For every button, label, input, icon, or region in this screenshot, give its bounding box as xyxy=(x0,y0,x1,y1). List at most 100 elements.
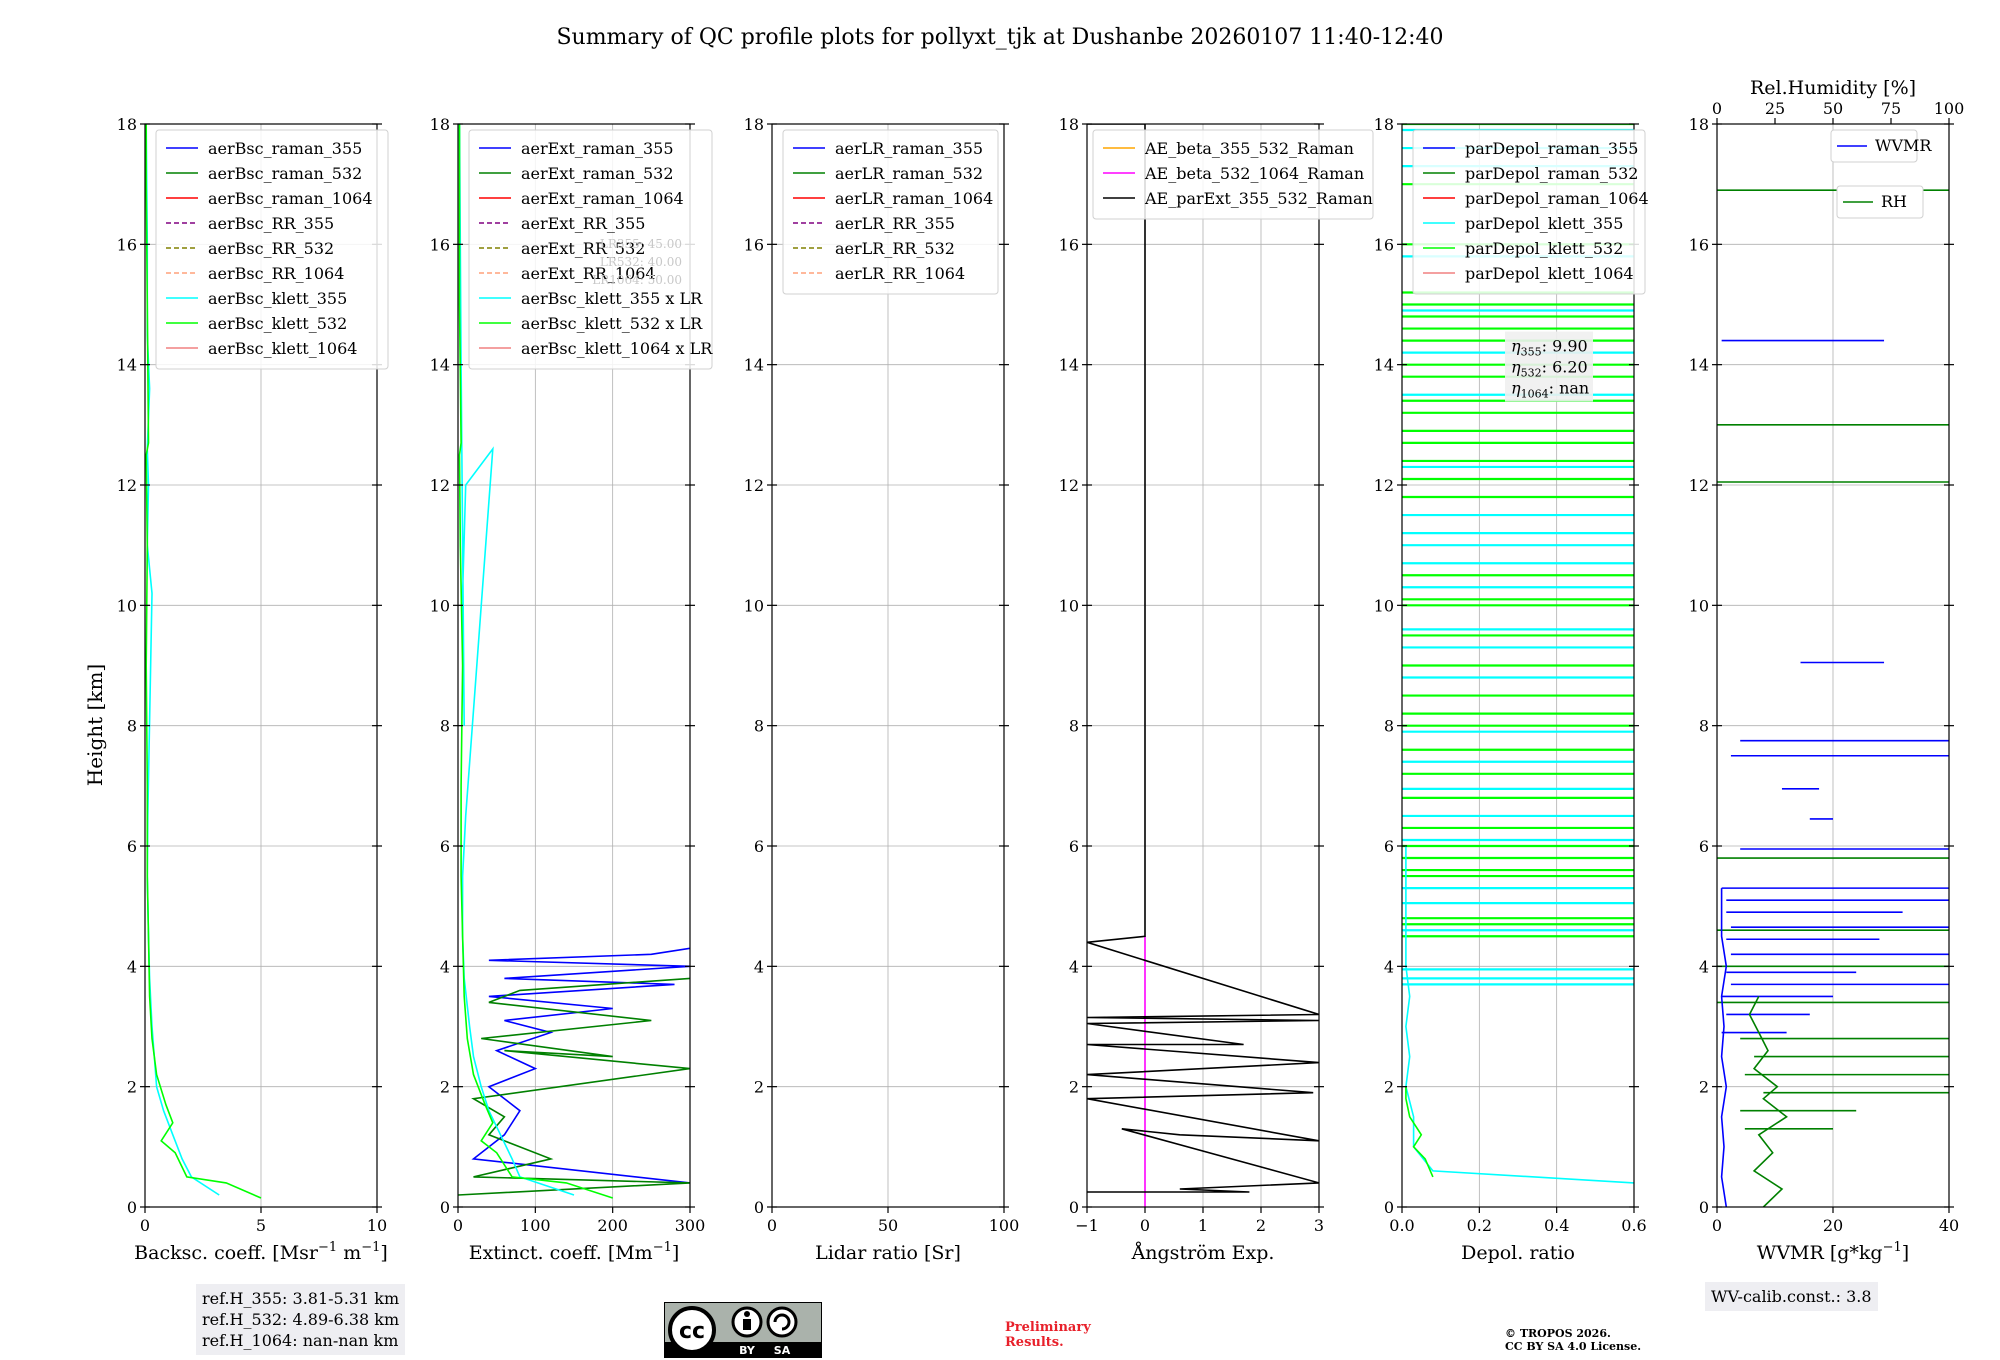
legend-label: parDepol_raman_355 xyxy=(1465,139,1638,158)
y-tick-label: 18 xyxy=(430,115,450,134)
legend-lr: aerLR_raman_355 aerLR_raman_532 aerLR_rama… xyxy=(782,129,999,295)
x-label-part: ] xyxy=(380,1242,387,1264)
series-aerExt_raman_355 xyxy=(471,947,690,1184)
x-tick-label: 0.0 xyxy=(1389,1216,1414,1235)
series-RH xyxy=(1748,996,1788,1207)
x-tick-label: 2 xyxy=(1256,1216,1266,1235)
x-tick-label: 200 xyxy=(597,1216,628,1235)
series-parDepol_klett_355 xyxy=(1405,846,1634,1184)
legend-label: aerBsc_raman_355 xyxy=(208,139,362,158)
x-tick-label: 100 xyxy=(989,1216,1020,1235)
legend-label: aerBsc_raman_1064 xyxy=(208,189,373,208)
y-tick-label: 16 xyxy=(117,235,137,254)
y-tick-label: 2 xyxy=(1699,1078,1709,1097)
x-tick-label: 10 xyxy=(367,1216,387,1235)
y-tick-label: 18 xyxy=(1374,115,1394,134)
cc-by-sa-license-badge[interactable]: cc BY SA xyxy=(664,1302,822,1358)
eta-box xyxy=(1505,331,1593,402)
x-label-sup: −1 xyxy=(1883,1240,1902,1255)
x-label-part: Ångström Exp. xyxy=(1131,1242,1275,1264)
y-tick-label: 8 xyxy=(127,717,137,736)
cc-icon xyxy=(668,1306,716,1354)
eta-value: η532: 6.20 xyxy=(1511,358,1588,380)
y-tick-label: 0 xyxy=(1384,1198,1394,1217)
copyright-line-2: CC BY SA 4.0 License. xyxy=(1505,1340,1642,1353)
x-axis-label-ae: Ångström Exp. xyxy=(1131,1242,1275,1264)
y-tick-label: 10 xyxy=(117,596,137,615)
series-aerBsc_klett_532 x LR xyxy=(458,124,613,1199)
top-x-tick-label: 50 xyxy=(1823,99,1843,118)
y-tick-label: 4 xyxy=(1069,957,1079,976)
legend-label: aerBsc_klett_532 x LR xyxy=(521,314,703,333)
rh-axis-label: Rel.Humidity [%] xyxy=(1750,77,1916,99)
y-axis-label: Height [km] xyxy=(83,664,107,786)
eta-value: η355: 9.90 xyxy=(1511,337,1588,359)
legend-label: aerLR_raman_532 xyxy=(835,164,983,183)
y-tick-label: 16 xyxy=(1689,235,1709,254)
panel-lr: 0 2 4 6 8 10 12 14 16 18 0 50 100 Lidar ratio [Sr] aer… xyxy=(744,115,1020,1264)
y-tick-label: 16 xyxy=(1374,235,1394,254)
y-tick-label: 6 xyxy=(440,837,450,856)
x-tick-label: 20 xyxy=(1823,1216,1843,1235)
y-tick-label: 8 xyxy=(754,717,764,736)
series-parDepol_klett_532 xyxy=(1405,1086,1434,1178)
lidar-ratio-label: LR355: 45.00 xyxy=(600,237,682,251)
copyright-note: © TROPOS 2026. CC BY SA 4.0 License. xyxy=(1505,1327,1641,1353)
legend-depol: parDepol_raman_355 parDepol_raman_532 parD… xyxy=(1412,129,1649,295)
legend-label: parDepol_klett_532 xyxy=(1465,239,1623,258)
legend-label: aerLR_raman_1064 xyxy=(835,189,993,208)
y-tick-label: 14 xyxy=(430,356,450,375)
copyright-line-1: © TROPOS 2026. xyxy=(1505,1327,1611,1340)
y-tick-label: 6 xyxy=(127,837,137,856)
y-tick-label: 0 xyxy=(754,1198,764,1217)
legend-label: aerBsc_klett_532 xyxy=(208,314,347,333)
x-tick-label: 1 xyxy=(1198,1216,1208,1235)
legend-label: aerExt_RR_1064 xyxy=(521,264,656,283)
legend-label: aerExt_raman_532 xyxy=(521,164,674,183)
x-tick-label: 0 xyxy=(767,1216,777,1235)
y-tick-label: 10 xyxy=(744,596,764,615)
legend-label: aerExt_RR_355 xyxy=(521,214,645,233)
legend-label: aerBsc_klett_355 x LR xyxy=(521,289,703,308)
x-tick-label: 0 xyxy=(1140,1216,1150,1235)
legend-label: parDepol_raman_532 xyxy=(1465,164,1638,183)
series-WVMR xyxy=(1720,888,1728,1207)
legend-label: aerBsc_klett_1064 x LR xyxy=(521,339,713,358)
y-tick-label: 16 xyxy=(430,235,450,254)
y-tick-label: 18 xyxy=(117,115,137,134)
lidar-ratio-label: LR532: 40.00 xyxy=(600,255,682,269)
y-tick-label: 12 xyxy=(1374,476,1394,495)
y-tick-label: 4 xyxy=(754,957,764,976)
legend-label: AE_beta_532_1064_Raman xyxy=(1144,164,1364,183)
y-tick-label: 18 xyxy=(1059,115,1079,134)
y-tick-label: 0 xyxy=(440,1198,450,1217)
y-tick-label: 2 xyxy=(754,1078,764,1097)
x-axis-label-lr: Lidar ratio [Sr] xyxy=(815,1242,961,1264)
plot-area-ae xyxy=(1087,124,1319,1207)
y-tick-label: 18 xyxy=(1689,115,1709,134)
legend-ae: AE_beta_355_532_Raman AE_beta_532_1064_Ra… xyxy=(1092,129,1374,220)
y-tick-label: 4 xyxy=(127,957,137,976)
legend-label: aerExt_raman_1064 xyxy=(521,189,684,208)
x-tick-label: 3 xyxy=(1314,1216,1324,1235)
series-AE_parExt_355_532_Raman xyxy=(1087,124,1319,1193)
x-axis-label-ext: Extinct. coeff. [Mm−1] xyxy=(469,1240,680,1264)
y-tick-label: 10 xyxy=(1689,596,1709,615)
y-tick-label: 0 xyxy=(1699,1198,1709,1217)
lidar-ratio-label: LR1064: 50.00 xyxy=(592,273,682,287)
legend-ext: aerExt_raman_355 aerExt_raman_532 aerExt_r… xyxy=(468,129,713,370)
series-aerExt_raman_532 xyxy=(458,977,690,1196)
eta-value: η1064: nan xyxy=(1511,379,1589,401)
x-tick-label: 0.2 xyxy=(1467,1216,1492,1235)
top-x-tick-label: 75 xyxy=(1881,99,1901,118)
ref-height-355: ref.H_355: 3.81-5.31 km xyxy=(202,1289,400,1308)
preliminary-results-note: Preliminary Results. xyxy=(1005,1320,1091,1350)
legend-label: parDepol_klett_1064 xyxy=(1465,264,1634,283)
legend-label: RH xyxy=(1881,192,1907,211)
legend-label: aerLR_raman_355 xyxy=(835,139,983,158)
legend-label: WVMR xyxy=(1875,136,1932,155)
